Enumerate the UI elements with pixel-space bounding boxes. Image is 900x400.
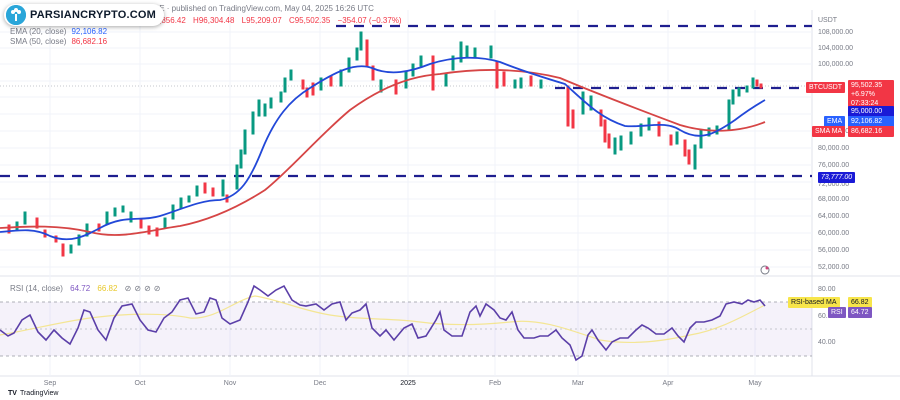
parsiancrypto-watermark: PARSIANCRYPTO.COM	[4, 4, 165, 26]
ohlc-high: H96,304.48	[193, 16, 235, 25]
price-tick: 72,000.00	[818, 181, 850, 188]
time-tick: Apr	[662, 380, 674, 387]
tradingview-logo[interactable]: TV TradingView	[8, 390, 58, 397]
time-tick: Sep	[43, 380, 57, 387]
rsi-ma-line	[0, 295, 766, 344]
ema-legend-name: EMA (20, close)	[10, 27, 67, 36]
level-95k-tag: 95,000.00	[848, 106, 894, 117]
sma-legend-name: SMA (50, close)	[10, 37, 67, 46]
ema20-line	[0, 56, 766, 241]
rsi-tag-value: 64.72	[848, 307, 872, 318]
sma-legend[interactable]: SMA (50, close) 86,682.16	[10, 37, 107, 46]
price-tick: 68,000.00	[818, 196, 850, 203]
time-tick: Nov	[223, 380, 237, 387]
time-tick: May	[748, 380, 762, 387]
bar-countdown: 07:33:24	[851, 100, 879, 107]
rsi-ma-tag-value: 66.82	[848, 297, 872, 308]
price-axis-currency: USDT	[818, 17, 838, 24]
sma-tag-value: 86,682.16	[848, 126, 894, 137]
rsi-legend-name: RSI (14, close)	[10, 284, 63, 293]
price-tick: 108,000.00	[818, 29, 854, 36]
price-tick: 76,000.00	[818, 162, 850, 169]
ema-legend-value: 92,106.82	[71, 27, 108, 36]
time-tick: Oct	[134, 380, 146, 387]
sma50-line	[0, 69, 766, 236]
ema-tag-label: EMA	[824, 116, 846, 127]
rsi-legend[interactable]: RSI (14, close) 64.72 66.82 ⊘⊘⊘⊘	[10, 284, 163, 293]
price-tick: 100,000.00	[818, 61, 854, 68]
rsi-tick: 40.00	[818, 339, 836, 346]
time-tick: Mar	[571, 380, 585, 387]
ohlc-values: O95,856.42 H96,304.48 L95,209.07 C95,502…	[144, 16, 407, 25]
rsi-tag-label: RSI	[828, 307, 846, 318]
tradingview-brand: TradingView	[19, 390, 59, 397]
candlesticks	[7, 31, 763, 257]
last-price-value: 95,502.35	[851, 82, 883, 89]
rsi-tick: 80.00	[818, 286, 836, 293]
tree-logo-icon	[6, 5, 26, 25]
ohlc-low: L95,209.07	[241, 16, 282, 25]
rsi-legend-value: 64.72	[70, 284, 91, 293]
sma-legend-value: 86,682.16	[71, 37, 108, 46]
price-tick: 60,000.00	[818, 230, 850, 237]
rsi-line	[0, 284, 766, 362]
ohlc-change: −354.07 (−0.37%)	[337, 16, 402, 25]
price-tick: 52,000.00	[818, 264, 850, 271]
watermark-text: PARSIANCRYPTO.COM	[30, 9, 157, 21]
scroll-to-realtime-icon[interactable]	[760, 265, 770, 275]
chart-published-line: Bitcoin / TetherUS, 1D, BINANCE · publis…	[46, 4, 374, 13]
horizontal-grid	[0, 31, 812, 268]
tradingview-icon: TV	[8, 390, 17, 397]
ema-legend[interactable]: EMA (20, close) 92,106.82	[10, 27, 107, 36]
level-73k-tag: 73,777.00	[818, 172, 856, 183]
rsi-ma-legend-value: 66.82	[97, 284, 118, 293]
hidden-plots-icons: ⊘⊘⊘⊘	[124, 284, 164, 293]
ohlc-open: O95,856.42	[144, 16, 186, 25]
price-tick: 64,000.00	[818, 213, 850, 220]
rsi-ma-tag-label: RSI-based MA	[788, 297, 840, 308]
rsi-tick: 60.00	[818, 313, 836, 320]
symbol-name-tag: BTCUSDT	[806, 82, 846, 93]
ohlc-close: C95,502.35	[288, 16, 331, 25]
last-price-change: +6.97%	[851, 91, 875, 98]
price-tick: 80,000.00	[818, 145, 850, 152]
time-tick: 2025	[400, 380, 416, 387]
price-tick: 56,000.00	[818, 247, 850, 254]
time-tick: Feb	[488, 380, 502, 387]
time-tick: Dec	[313, 380, 327, 387]
price-tick: 104,000.00	[818, 45, 854, 52]
sma-tag-label: SMA MA	[812, 126, 846, 137]
ema-tag-value: 92,106.82	[848, 116, 894, 127]
last-price-tag: 95,502.35 +6.97% 07:33:24	[848, 80, 894, 109]
